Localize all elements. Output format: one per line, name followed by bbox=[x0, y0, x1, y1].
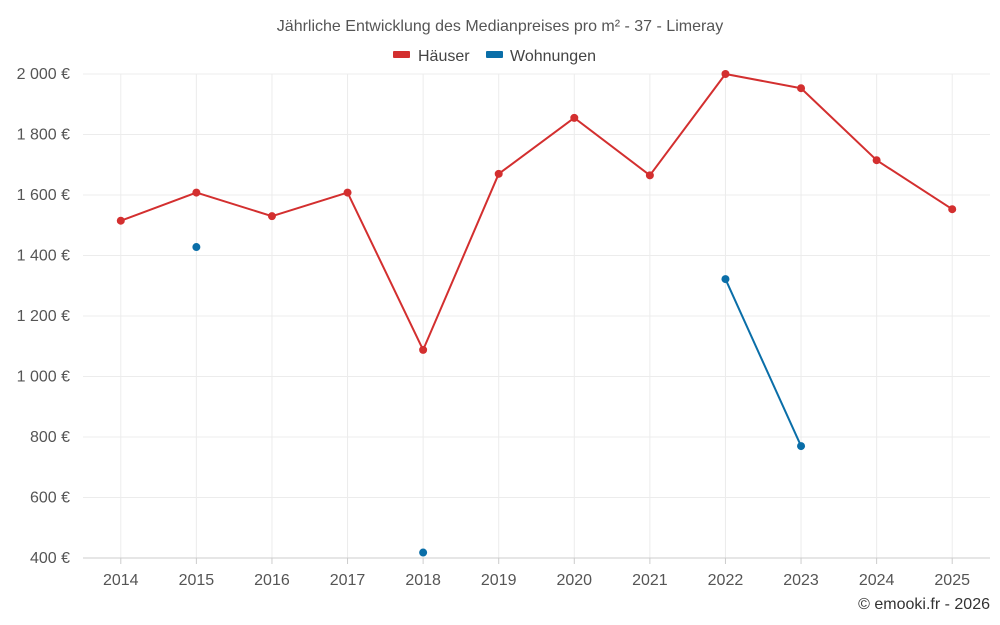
series-haeuser bbox=[116, 70, 957, 354]
data-point-haeuser[interactable] bbox=[267, 212, 276, 221]
data-point-wohnungen[interactable] bbox=[721, 275, 730, 284]
data-point-haeuser[interactable] bbox=[494, 169, 503, 178]
y-tick-label: 400 € bbox=[30, 550, 70, 567]
legend-item-haeuser[interactable]: Häuser bbox=[393, 48, 470, 65]
axes: 400 € 600 € 800 € 1 000 € 1 200 € 1 400 € 1 60… bbox=[17, 66, 990, 589]
data-point-haeuser[interactable] bbox=[116, 216, 125, 225]
data-point-haeuser[interactable] bbox=[343, 188, 352, 197]
data-point-haeuser[interactable] bbox=[721, 70, 730, 78]
x-tick-label: 2020 bbox=[556, 572, 592, 589]
legend-swatch-wohnungen bbox=[486, 51, 503, 58]
y-tick-label: 1 800 € bbox=[17, 127, 70, 144]
series-line-haeuser bbox=[120, 73, 953, 351]
x-tick-label: 2021 bbox=[632, 572, 668, 589]
x-tick-label: 2023 bbox=[783, 572, 819, 589]
x-tick-label: 2024 bbox=[859, 572, 895, 589]
x-tick-label: 2015 bbox=[179, 572, 215, 589]
data-point-haeuser[interactable] bbox=[570, 113, 579, 122]
grid bbox=[83, 73, 990, 558]
legend-label-wohnungen: Wohnungen bbox=[510, 48, 596, 65]
data-point-haeuser[interactable] bbox=[192, 188, 201, 197]
legend: Häuser Wohnungen bbox=[393, 48, 596, 65]
x-tick-label: 2019 bbox=[481, 572, 517, 589]
legend-label-haeuser: Häuser bbox=[418, 48, 470, 65]
y-tick-label: 1 200 € bbox=[17, 308, 70, 325]
plot-area bbox=[116, 70, 957, 557]
credit-text: © emooki.fr - 2026 bbox=[858, 596, 990, 613]
series-wohnungen bbox=[192, 243, 806, 557]
y-tick-label: 600 € bbox=[30, 490, 70, 507]
x-tick-label: 2014 bbox=[103, 572, 139, 589]
data-point-haeuser[interactable] bbox=[797, 84, 806, 93]
y-tick-label: 1 400 € bbox=[17, 248, 70, 265]
x-tick-label: 2018 bbox=[405, 572, 441, 589]
data-point-wohnungen[interactable] bbox=[192, 243, 201, 252]
chart-title: Jährliche Entwicklung des Medianpreises … bbox=[277, 18, 723, 35]
y-tick-label: 800 € bbox=[30, 429, 70, 446]
data-point-haeuser[interactable] bbox=[419, 345, 428, 354]
data-point-haeuser[interactable] bbox=[872, 156, 881, 165]
x-tick-label: 2022 bbox=[708, 572, 744, 589]
x-tick-label: 2016 bbox=[254, 572, 290, 589]
legend-swatch-haeuser bbox=[393, 51, 410, 58]
data-point-haeuser[interactable] bbox=[948, 205, 957, 214]
legend-item-wohnungen[interactable]: Wohnungen bbox=[486, 48, 596, 65]
data-point-wohnungen[interactable] bbox=[419, 548, 428, 557]
data-point-wohnungen[interactable] bbox=[797, 442, 806, 451]
x-tick-label: 2017 bbox=[330, 572, 366, 589]
y-tick-label: 1 600 € bbox=[17, 187, 70, 204]
series-line-wohnungen bbox=[724, 278, 802, 447]
x-tick-label: 2025 bbox=[934, 572, 970, 589]
y-tick-label: 1 000 € bbox=[17, 369, 70, 386]
y-tick-label: 2 000 € bbox=[17, 66, 70, 83]
data-point-haeuser[interactable] bbox=[645, 171, 654, 180]
